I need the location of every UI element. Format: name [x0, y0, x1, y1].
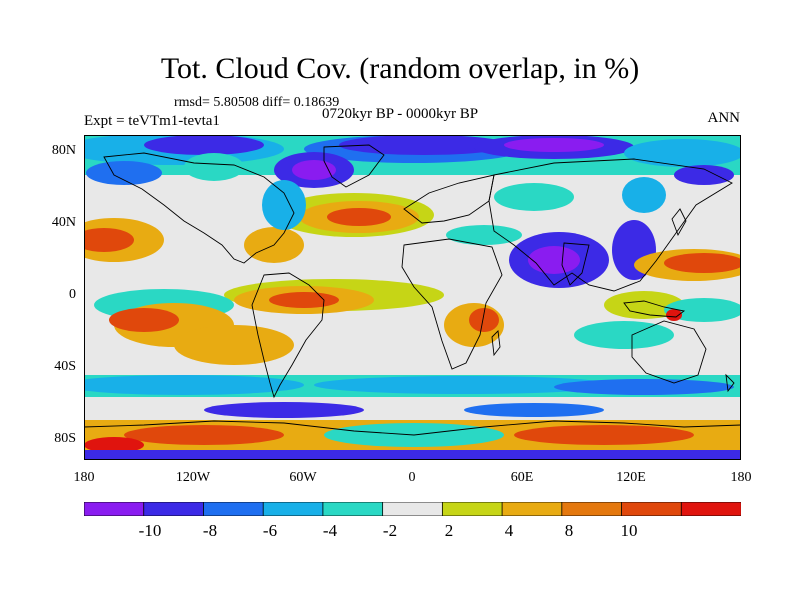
colorbar-label: -6 — [262, 521, 278, 540]
colorbar-swatch — [382, 502, 444, 516]
colorbar-swatch — [501, 502, 563, 516]
x-tick-label: 180 — [73, 470, 95, 485]
colorbar-label: -10 — [138, 521, 162, 540]
x-tick-label: 60E — [510, 470, 534, 485]
colorbar-swatch — [203, 502, 264, 516]
contour-map — [84, 135, 741, 460]
y-tick-label: 40S — [54, 359, 76, 374]
colorbar-label: 10 — [620, 521, 638, 540]
colorbar-swatch — [143, 502, 205, 516]
y-tick-label: 80S — [54, 431, 76, 446]
colorbar-label: -4 — [322, 521, 338, 540]
colorbar-swatch — [680, 502, 741, 516]
x-tick-label: 60W — [289, 470, 317, 485]
x-tick-label: 120W — [175, 470, 211, 485]
y-tick-label: 0 — [69, 287, 76, 302]
map-title: Tot. Cloud Cov. (random overlap, in %) — [160, 52, 640, 85]
x-tick-label: 180 — [730, 470, 752, 485]
colorbar-swatch — [441, 502, 503, 516]
map-frame — [84, 135, 741, 460]
colorbar-swatch — [84, 502, 145, 516]
experiment-label: Expt = teVTm1-tevta1 — [84, 113, 220, 129]
colorbar-label: 2 — [444, 521, 454, 540]
coastlines — [84, 144, 741, 436]
colorbar — [84, 502, 741, 516]
map-fill — [84, 135, 741, 460]
colorbar-label: -8 — [202, 521, 218, 540]
period-label: 0720kyr BP - 0000kyr BP — [322, 106, 479, 122]
colorbar-swatch — [322, 502, 384, 516]
colorbar-swatch — [262, 502, 324, 516]
colorbar-label: 4 — [504, 521, 514, 540]
statistics-label: rmsd= 5.80508 diff= 0.18639 — [174, 95, 340, 110]
colorbar-swatch — [621, 502, 682, 516]
season-label: ANN — [707, 110, 741, 126]
colorbar-swatch — [561, 502, 623, 516]
x-tick-label: 0 — [408, 470, 416, 485]
x-tick-label: 120E — [616, 470, 646, 485]
colorbar-label: 8 — [564, 521, 574, 540]
colorbar-label: -2 — [382, 521, 398, 540]
y-tick-label: 40N — [51, 215, 76, 230]
y-tick-label: 80N — [51, 143, 76, 158]
